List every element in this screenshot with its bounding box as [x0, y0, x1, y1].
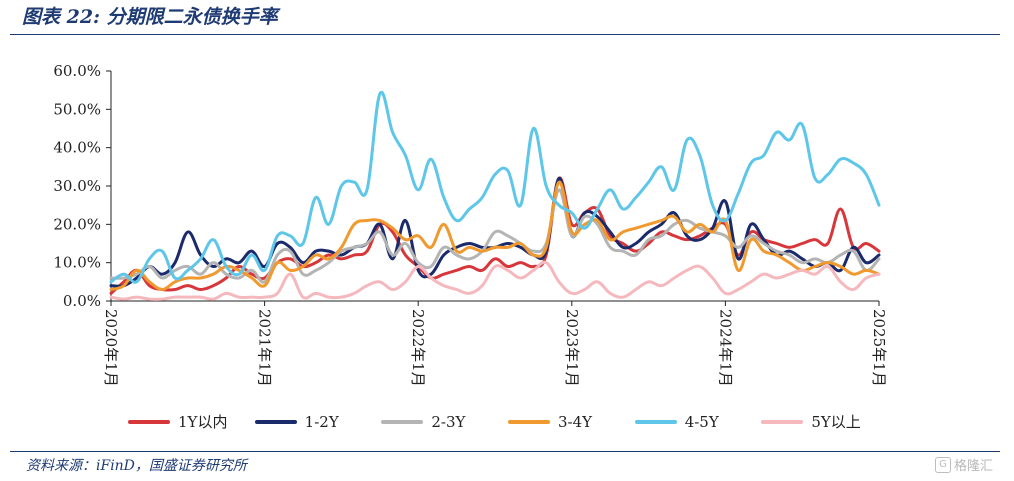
x-tick-label: 2024年1月	[716, 309, 734, 387]
legend-label: 1-2Y	[304, 412, 339, 431]
legend-swatch	[761, 419, 804, 424]
legend-item: 5Y以上	[761, 411, 888, 432]
x-tick-label: 2021年1月	[256, 309, 274, 387]
source-rule	[10, 451, 1000, 452]
x-tick-label: 2022年1月	[409, 309, 427, 387]
x-tick-label: 2023年1月	[563, 309, 581, 387]
axes	[106, 70, 880, 306]
y-tick-label: 60.0%	[53, 62, 101, 80]
series-line-2-3Y	[109, 188, 881, 284]
legend-item: 2-3Y	[381, 411, 508, 432]
legend-label: 2-3Y	[431, 412, 466, 431]
y-tick-label: 0.0%	[63, 292, 101, 310]
series-line-1Y以内	[109, 176, 881, 295]
legend-item: 1-2Y	[254, 411, 382, 432]
y-tick-label: 30.0%	[53, 177, 101, 195]
legend-label: 3-4Y	[558, 412, 593, 431]
legend-swatch	[508, 419, 551, 424]
x-tick-labels: 2020年1月 2021年1月 2022年1月 2023年1月 2024年1月 2025年…	[102, 309, 888, 387]
legend-swatch	[254, 419, 297, 424]
legend-label: 4-5Y	[684, 412, 719, 431]
watermark-logo-icon: G	[935, 456, 951, 473]
legend-label: 5Y以上	[811, 413, 861, 431]
title-rule	[10, 34, 1000, 35]
series-lines	[109, 90, 881, 301]
x-tick-label: 2020年1月	[102, 309, 120, 387]
legend-swatch	[128, 419, 170, 424]
legend-item: 1Y以内	[128, 411, 255, 432]
watermark-text: 格隆汇	[954, 459, 994, 474]
series-line-4-5Y	[109, 90, 881, 284]
series-line-5Y以上	[109, 260, 881, 301]
y-tick-label: 10.0%	[53, 254, 101, 272]
y-tick-label: 20.0%	[53, 215, 101, 233]
legend: 1Y以内 1-2Y 2-3Y 3-4Y 4-5Y 5Y以上	[128, 411, 888, 432]
figure-title: 图表 22: 分期限二永债换手率	[22, 6, 278, 28]
legend-item: 3-4Y	[508, 411, 635, 432]
watermark: G 格隆汇	[935, 455, 993, 474]
y-tick-labels: 0.0% 10.0% 20.0% 30.0% 40.0% 50.0% 60.0%	[53, 62, 101, 310]
legend-swatch	[634, 419, 677, 424]
y-tick-label: 50.0%	[53, 100, 101, 118]
y-tick-label: 40.0%	[53, 139, 101, 157]
legend-label: 1Y以内	[178, 413, 228, 431]
x-tick-label: 2025年1月	[870, 309, 888, 387]
source-note: 资料来源：iFinD，国盛证券研究所	[26, 458, 247, 474]
series-line-3-4Y	[109, 180, 881, 291]
legend-item: 4-5Y	[634, 411, 762, 432]
legend-swatch	[381, 419, 424, 424]
